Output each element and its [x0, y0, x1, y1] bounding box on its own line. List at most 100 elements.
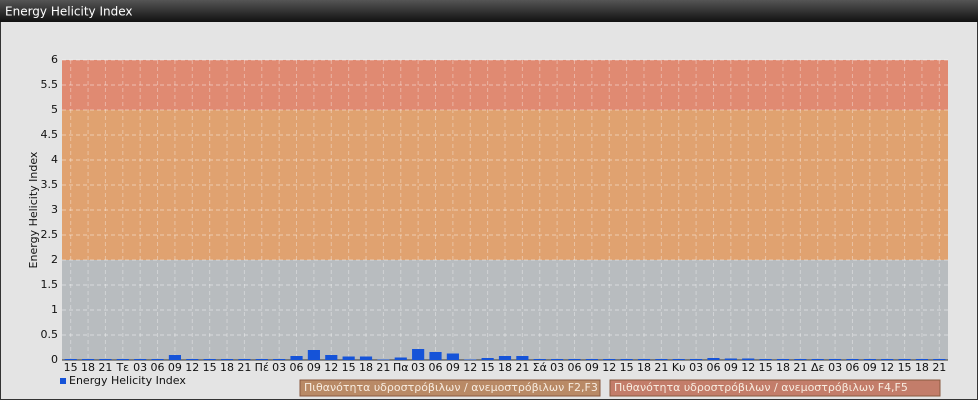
x-tick-label: 03: [272, 361, 286, 374]
bar: [707, 358, 720, 360]
x-tick-label: 12: [880, 361, 894, 374]
bar: [394, 357, 407, 360]
bar: [151, 359, 164, 360]
x-tick-label: Δε: [811, 361, 825, 374]
x-tick-label: Πέ: [255, 361, 269, 374]
x-tick-label: 21: [654, 361, 668, 374]
y-tick-label: 3: [51, 203, 58, 216]
y-tick-label: 1: [51, 303, 58, 316]
x-tick-label: 06: [845, 361, 859, 374]
bar: [551, 359, 564, 360]
x-tick-label: 09: [863, 361, 877, 374]
bar: [637, 359, 651, 360]
y-tick-label: 5.5: [41, 78, 59, 91]
y-tick-label: 2: [51, 253, 58, 266]
bar: [690, 359, 703, 360]
x-tick-label: 15: [759, 361, 773, 374]
bar: [776, 359, 790, 360]
band-legend-box: [299, 379, 601, 397]
x-tick-label: 21: [793, 361, 807, 374]
x-tick-label: Τε: [115, 361, 129, 374]
x-tick-label: Πα: [393, 361, 409, 374]
x-tick-label: 03: [828, 361, 842, 374]
bar: [603, 359, 616, 360]
x-tick-label: 06: [429, 361, 443, 374]
header-bar: [0, 0, 978, 22]
bar: [273, 359, 286, 360]
x-tick-label: 03: [133, 361, 147, 374]
x-tick-label: 18: [498, 361, 512, 374]
bar: [203, 359, 216, 360]
bar: [881, 359, 894, 360]
x-tick-label: 12: [741, 361, 755, 374]
band-legend-label: Πιθανότητα υδροστρόβιλων / ανεμοστρόβιλω…: [614, 381, 908, 394]
bar: [290, 356, 303, 360]
legend-label: Energy Helicity Index: [69, 374, 186, 387]
x-tick-label: 06: [151, 361, 165, 374]
x-tick-label: 12: [324, 361, 338, 374]
bar: [342, 356, 355, 360]
y-tick-label: 0: [51, 353, 58, 366]
x-tick-label: Σά: [533, 361, 547, 374]
x-tick-label: 18: [776, 361, 790, 374]
x-tick-label: 12: [463, 361, 477, 374]
x-tick-label: 21: [932, 361, 946, 374]
x-tick-label: 18: [220, 361, 234, 374]
x-tick-label: 09: [307, 361, 321, 374]
x-tick-label: 15: [342, 361, 356, 374]
bar: [794, 359, 807, 360]
bar: [134, 359, 147, 360]
bar: [759, 359, 772, 360]
x-tick-label: 09: [724, 361, 738, 374]
y-axis-label: Energy Helicity Index: [27, 151, 40, 268]
y-tick-label: 4: [51, 153, 58, 166]
bar: [446, 353, 459, 360]
bar: [933, 359, 946, 360]
x-tick-label: 06: [706, 361, 720, 374]
bar: [846, 359, 859, 360]
bar: [464, 359, 477, 360]
bar: [307, 350, 320, 360]
y-tick-label: 4.5: [41, 128, 59, 141]
x-tick-label: 18: [81, 361, 95, 374]
y-tick-label: 0.5: [41, 328, 59, 341]
x-tick-label: 09: [168, 361, 182, 374]
x-tick-label: 09: [446, 361, 460, 374]
bar: [429, 352, 442, 360]
bar: [620, 359, 633, 360]
x-tick-label: 21: [376, 361, 390, 374]
bar: [116, 359, 129, 360]
band-legend-label: Πιθανότητα υδροστρόβιλων / ανεμοστρόβιλω…: [304, 381, 598, 394]
bar: [724, 358, 737, 360]
bar: [811, 359, 824, 360]
x-tick-label: 12: [185, 361, 199, 374]
x-tick-label: 03: [689, 361, 703, 374]
x-tick-label: 18: [915, 361, 929, 374]
x-tick-label: 12: [602, 361, 616, 374]
bar: [377, 359, 390, 360]
bar: [672, 359, 685, 360]
x-tick-label: Κυ: [672, 361, 686, 374]
header-title: Energy Helicity Index: [5, 5, 133, 19]
bar: [99, 359, 112, 360]
bar: [220, 359, 234, 360]
bar: [325, 355, 338, 360]
bar: [655, 359, 668, 360]
x-tick-label: 09: [585, 361, 599, 374]
x-tick-label: 15: [203, 361, 217, 374]
plot-band: [62, 110, 948, 260]
bar: [533, 359, 546, 360]
bar: [168, 355, 182, 360]
legend-swatch: [60, 378, 66, 384]
bar: [81, 359, 95, 360]
bar: [481, 358, 494, 360]
bar: [64, 359, 77, 360]
x-tick-label: 21: [515, 361, 529, 374]
bar: [828, 359, 842, 360]
bar: [915, 359, 929, 360]
bar: [238, 359, 251, 360]
bar: [863, 359, 876, 360]
x-tick-label: 21: [237, 361, 251, 374]
y-tick-label: 5: [51, 103, 58, 116]
